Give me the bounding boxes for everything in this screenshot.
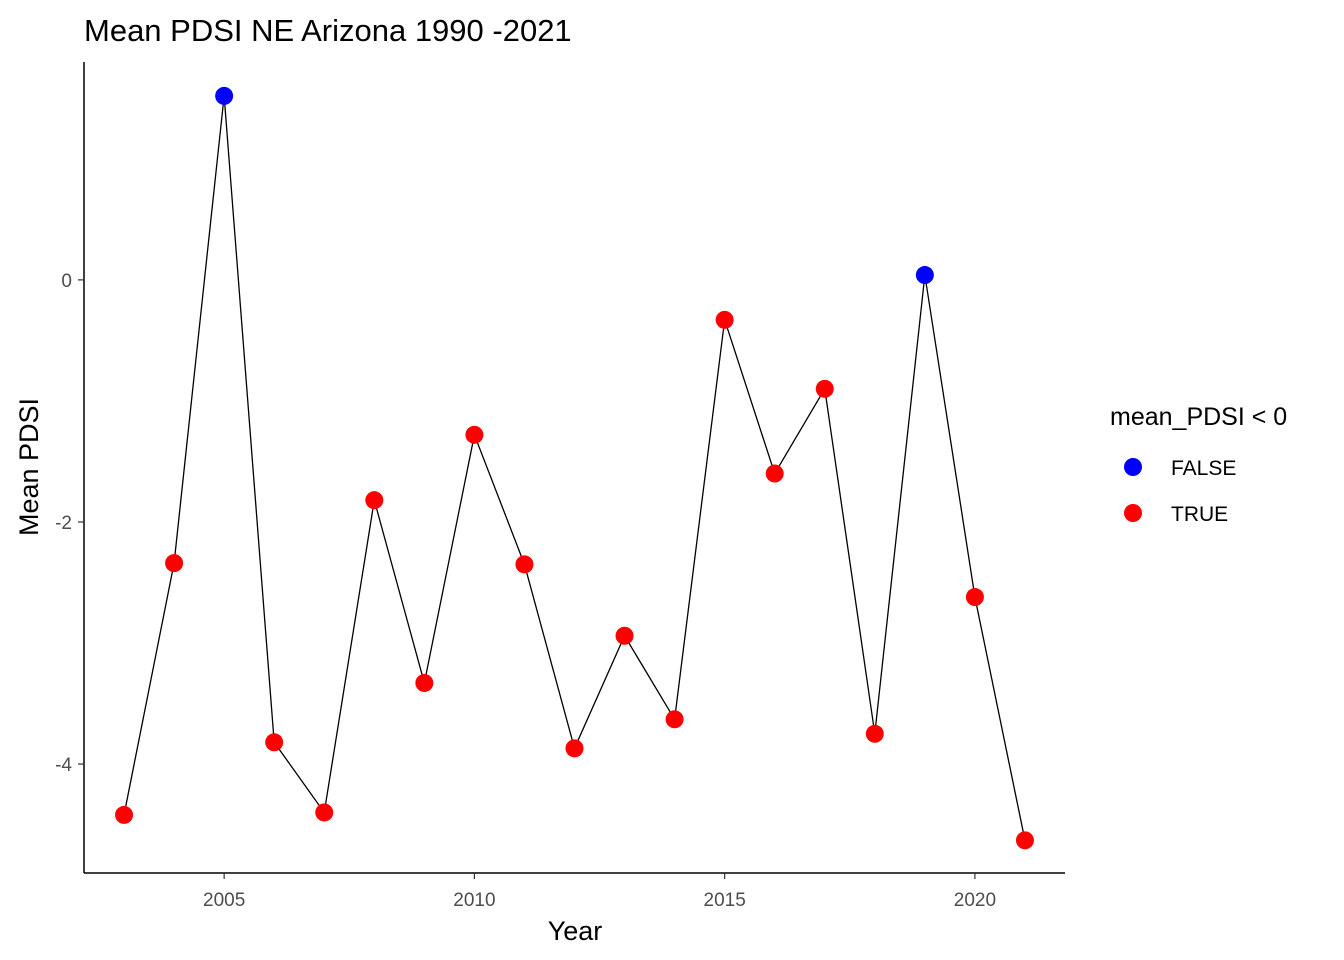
legend-label-false: FALSE [1171,457,1236,480]
data-point [415,673,434,692]
data-point [615,626,634,645]
x-axis-title: Year [548,916,603,946]
data-point [365,491,384,510]
series-line [123,95,1026,841]
chart-title: Mean PDSI NE Arizona 1990 -2021 [84,13,572,48]
data-point [215,86,234,105]
y-axis-ticks: -4 -2 0 [55,271,84,776]
data-point [465,425,484,444]
data-point [265,733,284,752]
legend: mean_PDSI < 0 FALSE TRUE [1110,403,1287,526]
y-axis-title: Mean PDSI [14,398,44,536]
x-axis-ticks: 2005 2010 2015 2020 [203,873,996,911]
data-point [515,555,534,574]
data-point [715,310,734,329]
data-point [115,805,134,824]
plot-area: 2005 2010 2015 2020 -4 -2 0 [55,62,1065,911]
data-point [965,588,984,607]
data-point [765,464,784,483]
data-point [815,379,834,398]
series-layer [115,86,1034,850]
y-tick-label: 0 [61,271,72,292]
x-tick-label: 2015 [704,890,746,911]
x-tick-label: 2005 [203,890,245,911]
x-tick-label: 2020 [954,890,996,911]
data-point [565,739,584,758]
x-tick-label: 2010 [453,890,495,911]
legend-label-true: TRUE [1171,503,1228,526]
data-point [915,266,934,285]
data-point [665,710,684,729]
legend-entries: FALSE TRUE [1124,457,1236,526]
legend-key-false [1124,458,1142,476]
data-point [1015,831,1034,850]
legend-title: mean_PDSI < 0 [1110,403,1287,431]
data-point [315,803,334,822]
data-point [865,724,884,743]
y-tick-label: -2 [55,513,72,534]
y-tick-label: -4 [55,755,72,776]
data-point [165,554,184,573]
legend-key-true [1124,504,1142,522]
